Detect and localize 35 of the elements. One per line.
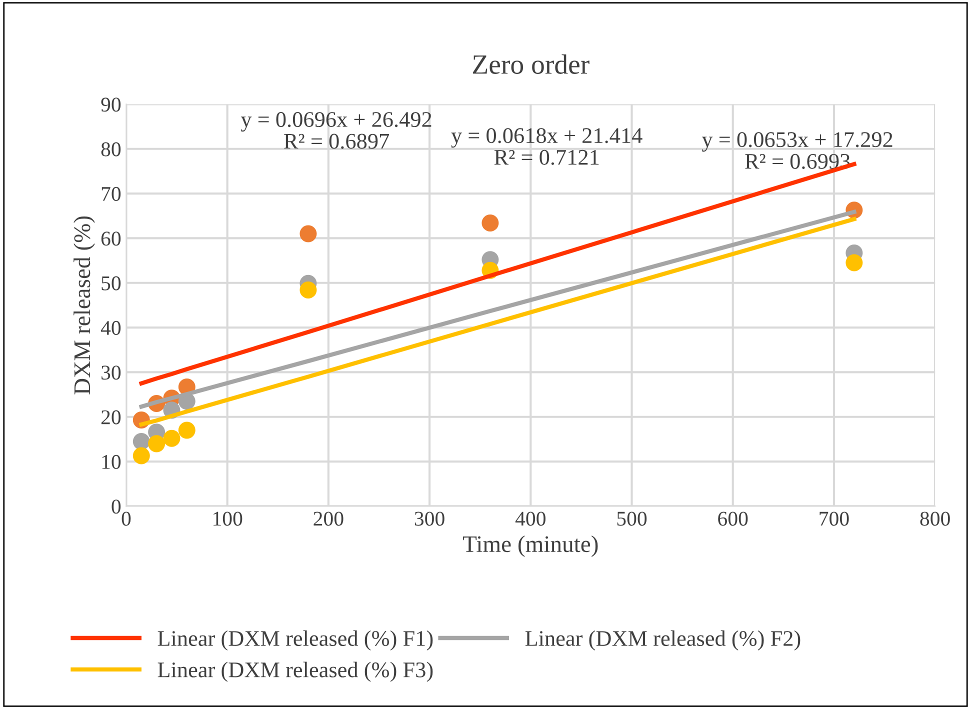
y-tick-label: 30 — [102, 366, 121, 380]
legend-label: Linear (DXM released (%) F1) — [158, 630, 433, 651]
y-tick-label: 90 — [101, 98, 121, 112]
y-axis-title: DXM released (%) — [74, 216, 95, 394]
y-tick-label: 60 — [101, 232, 121, 246]
point — [300, 282, 317, 299]
chart-title: Zero order — [472, 54, 590, 74]
y-tick-label: 70 — [102, 186, 121, 201]
legend-label: Linear (DXM released (%) F3) — [158, 662, 433, 682]
point — [300, 225, 317, 242]
x-tick-label: 200 — [314, 512, 344, 526]
x-tick-label: 700 — [820, 512, 849, 526]
annotation: y = 0.0696x + 26.492 R² = 0.6897 — [240, 112, 432, 149]
x-tick-label: 100 — [214, 512, 242, 526]
y-tick-label: 0 — [112, 500, 121, 514]
point — [846, 254, 863, 272]
y-tick-label: 40 — [100, 320, 121, 335]
x-tick-label: 400 — [515, 512, 546, 526]
point — [148, 435, 166, 452]
legend-label: Linear (DXM released (%) F2) — [525, 630, 800, 651]
y-tick-label: 20 — [101, 410, 121, 424]
x-tick-label: 500 — [617, 512, 647, 526]
point — [132, 447, 150, 464]
y-tick-label: 80 — [101, 142, 121, 156]
x-axis-title: Time (minute) — [462, 536, 598, 557]
x-tick-label: 300 — [414, 512, 444, 526]
point — [178, 422, 196, 439]
x-tick-label: 600 — [718, 512, 748, 526]
y-tick-label: 10 — [102, 454, 121, 469]
y-tick-label: 50 — [102, 276, 121, 290]
annotation: y = 0.0618x + 21.414 R² = 0.7121 — [451, 128, 642, 165]
point — [482, 214, 499, 232]
x-tick-label: 0 — [122, 512, 131, 526]
x-tick-label: 800 — [920, 512, 950, 526]
point — [163, 430, 180, 447]
